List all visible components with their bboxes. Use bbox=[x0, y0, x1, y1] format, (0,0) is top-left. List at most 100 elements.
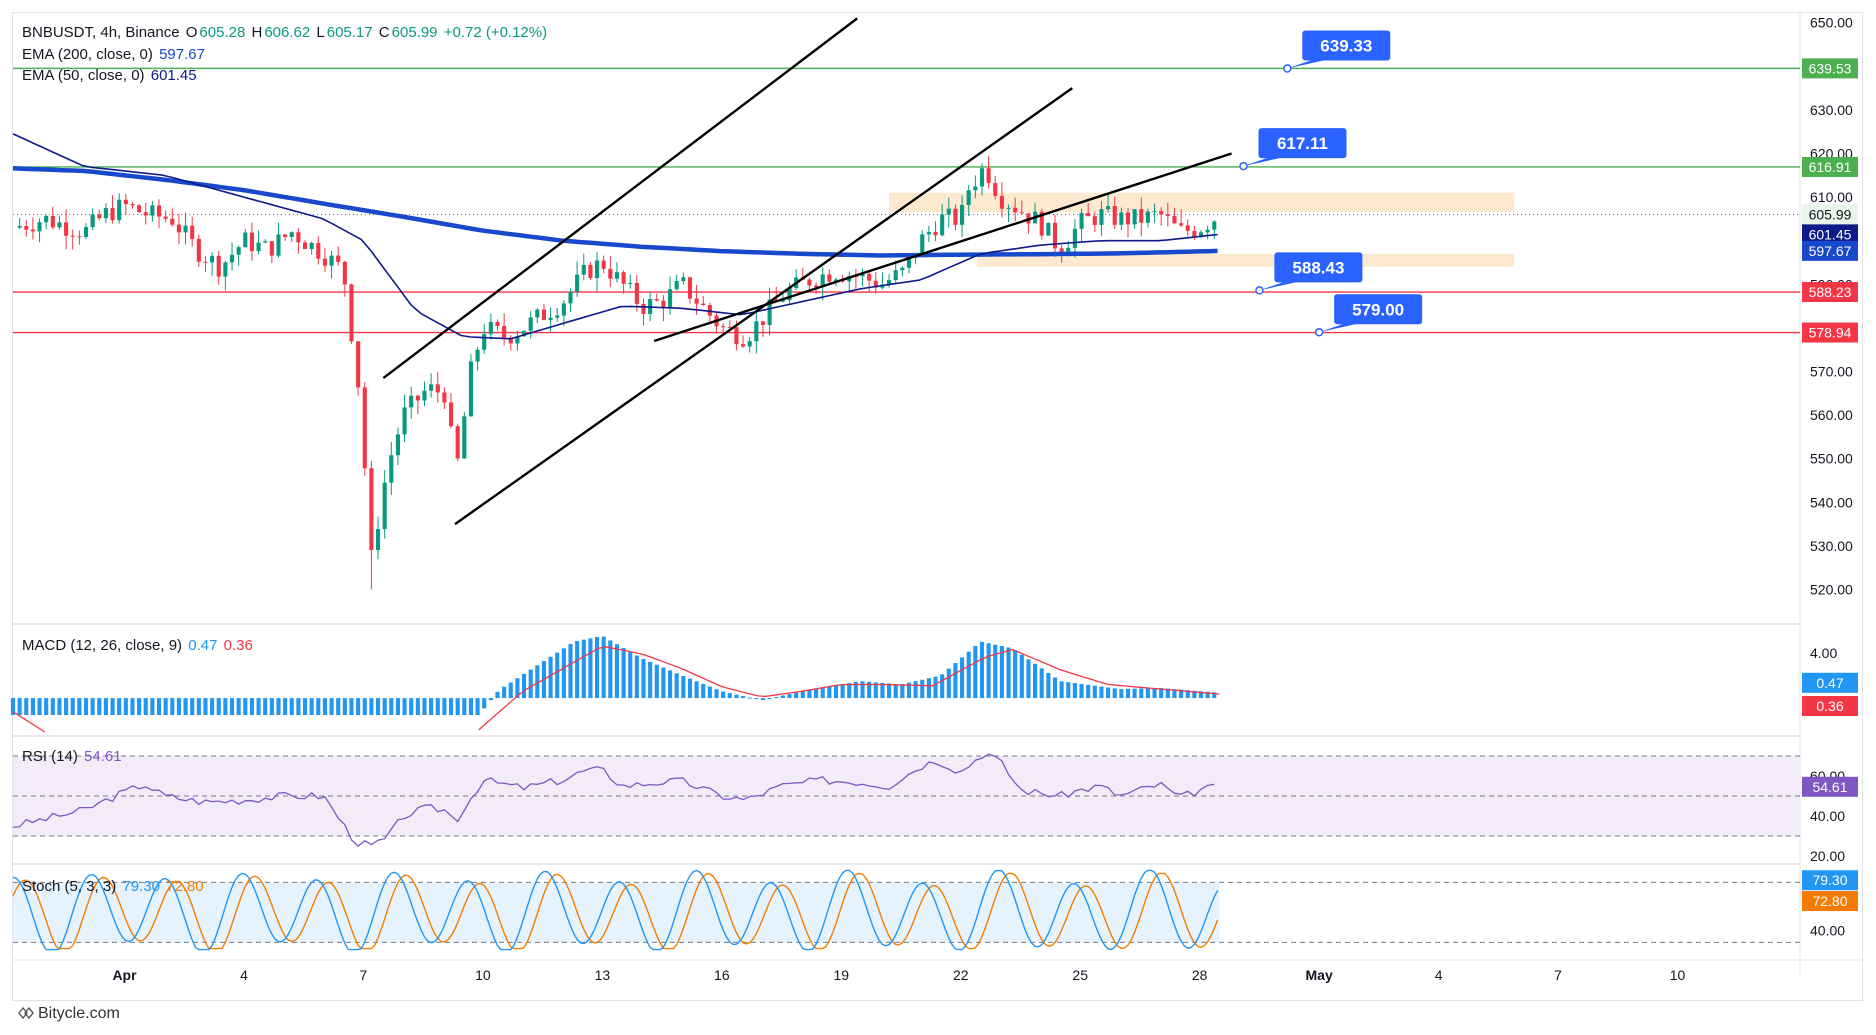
candle-body[interactable] bbox=[741, 344, 746, 347]
rsi-line[interactable] bbox=[12, 753, 1215, 847]
candle-body[interactable] bbox=[283, 234, 288, 237]
candle-body[interactable] bbox=[482, 334, 487, 350]
candle-body[interactable] bbox=[608, 268, 613, 279]
candle-body[interactable] bbox=[117, 199, 122, 221]
candle-body[interactable] bbox=[1132, 209, 1137, 225]
candle-body[interactable] bbox=[581, 264, 586, 275]
candle-body[interactable] bbox=[594, 260, 600, 279]
candle-body[interactable] bbox=[243, 232, 248, 248]
candle-body[interactable] bbox=[634, 282, 639, 304]
candle-body[interactable] bbox=[183, 225, 188, 233]
callout-box[interactable] bbox=[1258, 128, 1347, 159]
candle-body[interactable] bbox=[1112, 206, 1117, 225]
candle-body[interactable] bbox=[24, 226, 29, 230]
candle-body[interactable] bbox=[17, 226, 22, 228]
candle-body[interactable] bbox=[887, 280, 892, 285]
candle-body[interactable] bbox=[216, 255, 221, 277]
candle-body[interactable] bbox=[893, 270, 898, 281]
candle-body[interactable] bbox=[1192, 230, 1197, 237]
candle-body[interactable] bbox=[973, 186, 978, 191]
candle-body[interactable] bbox=[999, 195, 1004, 209]
candle-body[interactable] bbox=[336, 255, 341, 262]
candle-body[interactable] bbox=[946, 208, 951, 215]
candle-body[interactable] bbox=[807, 279, 812, 286]
candle-body[interactable] bbox=[641, 303, 646, 315]
candle-body[interactable] bbox=[249, 232, 254, 252]
candle-body[interactable] bbox=[601, 260, 606, 269]
candle-body[interactable] bbox=[435, 384, 440, 393]
candle-body[interactable] bbox=[920, 234, 925, 256]
candle-body[interactable] bbox=[57, 222, 62, 228]
candle-body[interactable] bbox=[860, 273, 865, 277]
candle-body[interactable] bbox=[309, 242, 314, 249]
candle-body[interactable] bbox=[448, 402, 454, 427]
candle-body[interactable] bbox=[276, 234, 281, 256]
candle-body[interactable] bbox=[614, 272, 620, 279]
ema200-legend[interactable]: EMA (200, close, 0) 597.67 bbox=[22, 46, 207, 63]
candle-body[interactable] bbox=[369, 468, 374, 551]
candle-body[interactable] bbox=[621, 272, 626, 284]
candle-body[interactable] bbox=[44, 215, 49, 223]
candle-body[interactable] bbox=[654, 299, 659, 301]
candle-body[interactable] bbox=[103, 208, 108, 219]
candle-body[interactable] bbox=[535, 309, 540, 318]
candle-body[interactable] bbox=[316, 242, 321, 259]
candle-body[interactable] bbox=[30, 229, 35, 232]
candle-body[interactable] bbox=[568, 291, 573, 304]
candle-body[interactable] bbox=[628, 282, 633, 284]
candle-body[interactable] bbox=[196, 238, 201, 262]
candle-body[interactable] bbox=[1205, 229, 1210, 233]
candle-body[interactable] bbox=[966, 190, 971, 205]
candle-body[interactable] bbox=[1152, 211, 1157, 213]
candle-body[interactable] bbox=[827, 274, 832, 282]
candle-body[interactable] bbox=[674, 281, 679, 290]
candle-body[interactable] bbox=[667, 289, 673, 309]
candle-body[interactable] bbox=[289, 232, 294, 237]
candle-body[interactable] bbox=[687, 277, 693, 299]
candle-body[interactable] bbox=[495, 321, 500, 327]
candle-body[interactable] bbox=[900, 267, 905, 271]
candle-body[interactable] bbox=[210, 255, 215, 263]
candle-body[interactable] bbox=[130, 204, 135, 206]
candle-body[interactable] bbox=[940, 214, 945, 236]
candle-body[interactable] bbox=[64, 222, 69, 236]
candle-body[interactable] bbox=[415, 395, 420, 401]
candle-body[interactable] bbox=[329, 255, 334, 266]
candle-body[interactable] bbox=[787, 287, 792, 301]
candle-body[interactable] bbox=[548, 317, 553, 320]
candle-body[interactable] bbox=[90, 214, 95, 228]
candle-body[interactable] bbox=[156, 205, 162, 217]
candle-body[interactable] bbox=[70, 235, 75, 237]
stoch-k-line[interactable] bbox=[12, 869, 1219, 951]
candle-body[interactable] bbox=[760, 321, 766, 325]
candle-body[interactable] bbox=[707, 305, 712, 316]
candle-body[interactable] bbox=[953, 208, 958, 225]
candle-body[interactable] bbox=[176, 224, 181, 233]
candle-body[interactable] bbox=[143, 212, 148, 216]
candle-body[interactable] bbox=[256, 242, 261, 252]
candle-body[interactable] bbox=[110, 208, 115, 221]
candle-body[interactable] bbox=[528, 317, 533, 331]
candle-body[interactable] bbox=[77, 236, 82, 238]
ema200-line[interactable] bbox=[12, 166, 1218, 258]
candle-body[interactable] bbox=[1185, 225, 1190, 231]
rsi-legend[interactable]: RSI (14) 54.61 bbox=[22, 748, 124, 765]
candle-body[interactable] bbox=[1092, 216, 1097, 225]
candle-body[interactable] bbox=[409, 395, 414, 408]
macd-signal-line[interactable] bbox=[478, 646, 1220, 731]
candle-body[interactable] bbox=[588, 264, 593, 279]
candle-body[interactable] bbox=[422, 390, 427, 401]
candle-body[interactable] bbox=[263, 241, 268, 243]
candle-body[interactable] bbox=[269, 241, 274, 256]
candle-body[interactable] bbox=[561, 303, 566, 316]
footer-brand[interactable]: Bitycle.com bbox=[18, 1005, 120, 1023]
candle-body[interactable] bbox=[734, 327, 739, 345]
candle-body[interactable] bbox=[926, 232, 931, 235]
candle-body[interactable] bbox=[322, 258, 327, 266]
candle-body[interactable] bbox=[468, 361, 474, 417]
candle-body[interactable] bbox=[1198, 232, 1204, 237]
candle-body[interactable] bbox=[820, 274, 825, 288]
candle-body[interactable] bbox=[302, 242, 308, 249]
candle-body[interactable] bbox=[867, 273, 872, 281]
